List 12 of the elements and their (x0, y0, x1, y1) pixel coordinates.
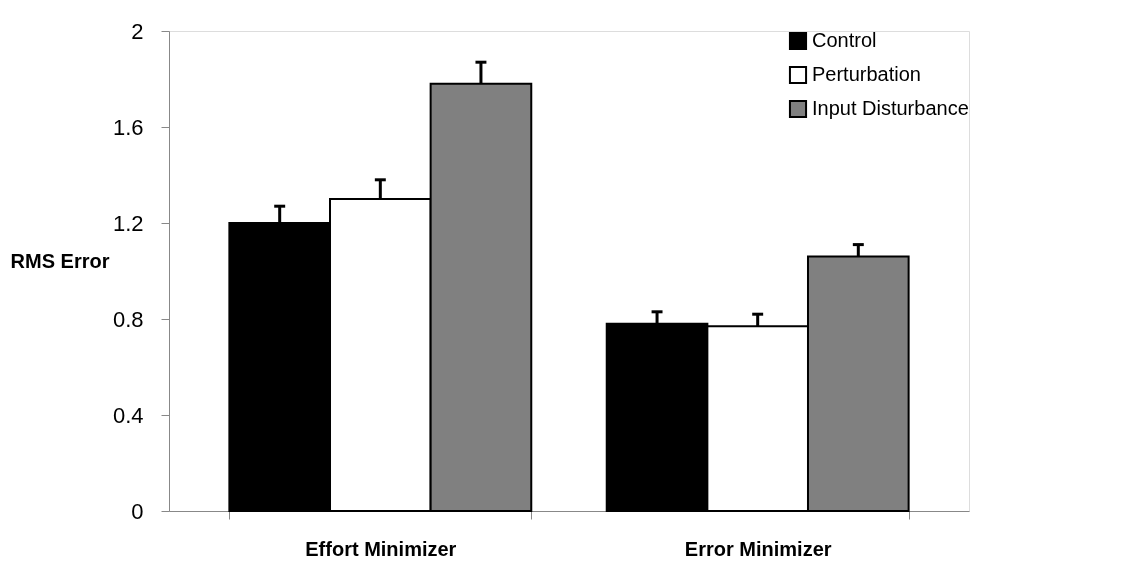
y-tick-label: 0.8 (112, 306, 144, 332)
x-tick-label: Effort Minimizer (305, 537, 457, 560)
y-tick-label: 2 (131, 18, 144, 44)
x-tick-label: Error Minimizer (684, 537, 832, 560)
legend-label: Input Disturbance (812, 97, 969, 119)
legend-label: Perturbation (812, 63, 921, 85)
y-tick-label: 0 (131, 498, 144, 524)
y-tick-label: 0.4 (112, 402, 144, 428)
y-tick-label: 1.2 (112, 210, 144, 236)
y-axis-title: RMS Error (10, 249, 110, 272)
legend-label: Control (812, 29, 877, 51)
y-tick-label: 1.6 (112, 114, 144, 140)
